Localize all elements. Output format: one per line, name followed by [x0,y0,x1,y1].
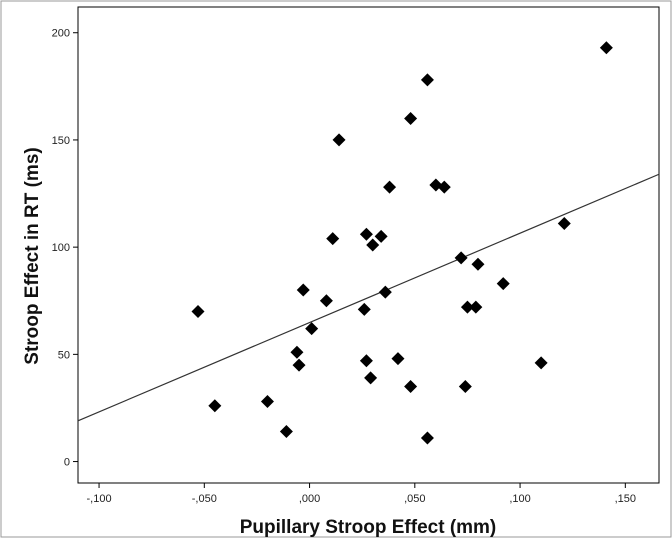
data-point [374,229,388,243]
data-point [359,354,373,368]
data-point [191,304,205,318]
plot-area [77,6,660,484]
data-points [191,41,613,445]
data-point [469,300,483,314]
data-point [359,227,373,241]
y-tick-label: 100 [52,242,70,254]
y-tick-label: 0 [64,457,70,469]
data-point [260,395,274,409]
x-tick-label: ,100 [509,493,530,505]
data-point [420,73,434,87]
x-tick-label: -,050 [192,493,217,505]
x-tick-label: -,100 [87,493,112,505]
data-point [454,251,468,265]
y-axis-ticks: 0 50 100 150 200 [52,28,78,469]
data-point [458,380,472,394]
data-point [208,399,222,413]
x-axis-ticks: -,100 -,050 ,000 ,050 ,100 ,150 [87,483,636,505]
data-point [404,380,418,394]
data-point [420,431,434,445]
data-point [290,345,304,359]
data-point [366,238,380,252]
fit-line-group [77,173,660,422]
data-point [292,358,306,372]
x-axis-title: Pupillary Stroop Effect (mm) [240,517,497,538]
data-point [378,285,392,299]
data-point [437,180,451,194]
data-point [599,41,613,55]
x-tick-label: ,150 [615,493,636,505]
data-point [319,294,333,308]
y-axis-title: Stroop Effect in RT (ms) [22,147,43,364]
y-tick-label: 50 [58,349,70,361]
data-point [305,322,319,336]
data-point [326,232,340,246]
x-tick-label: ,000 [299,493,320,505]
data-point [404,111,418,125]
x-tick-label: ,050 [404,493,425,505]
data-point [557,217,571,231]
data-point [279,425,293,439]
y-tick-label: 200 [52,28,70,40]
data-point [496,277,510,291]
y-tick-label: 150 [52,135,70,147]
data-point [383,180,397,194]
data-point [357,302,371,316]
data-point [296,283,310,297]
data-point [534,356,548,370]
regression-line [77,173,660,422]
data-point [391,352,405,366]
data-point [471,257,485,271]
data-point [332,133,346,147]
data-point [460,300,474,314]
data-point [364,371,378,385]
